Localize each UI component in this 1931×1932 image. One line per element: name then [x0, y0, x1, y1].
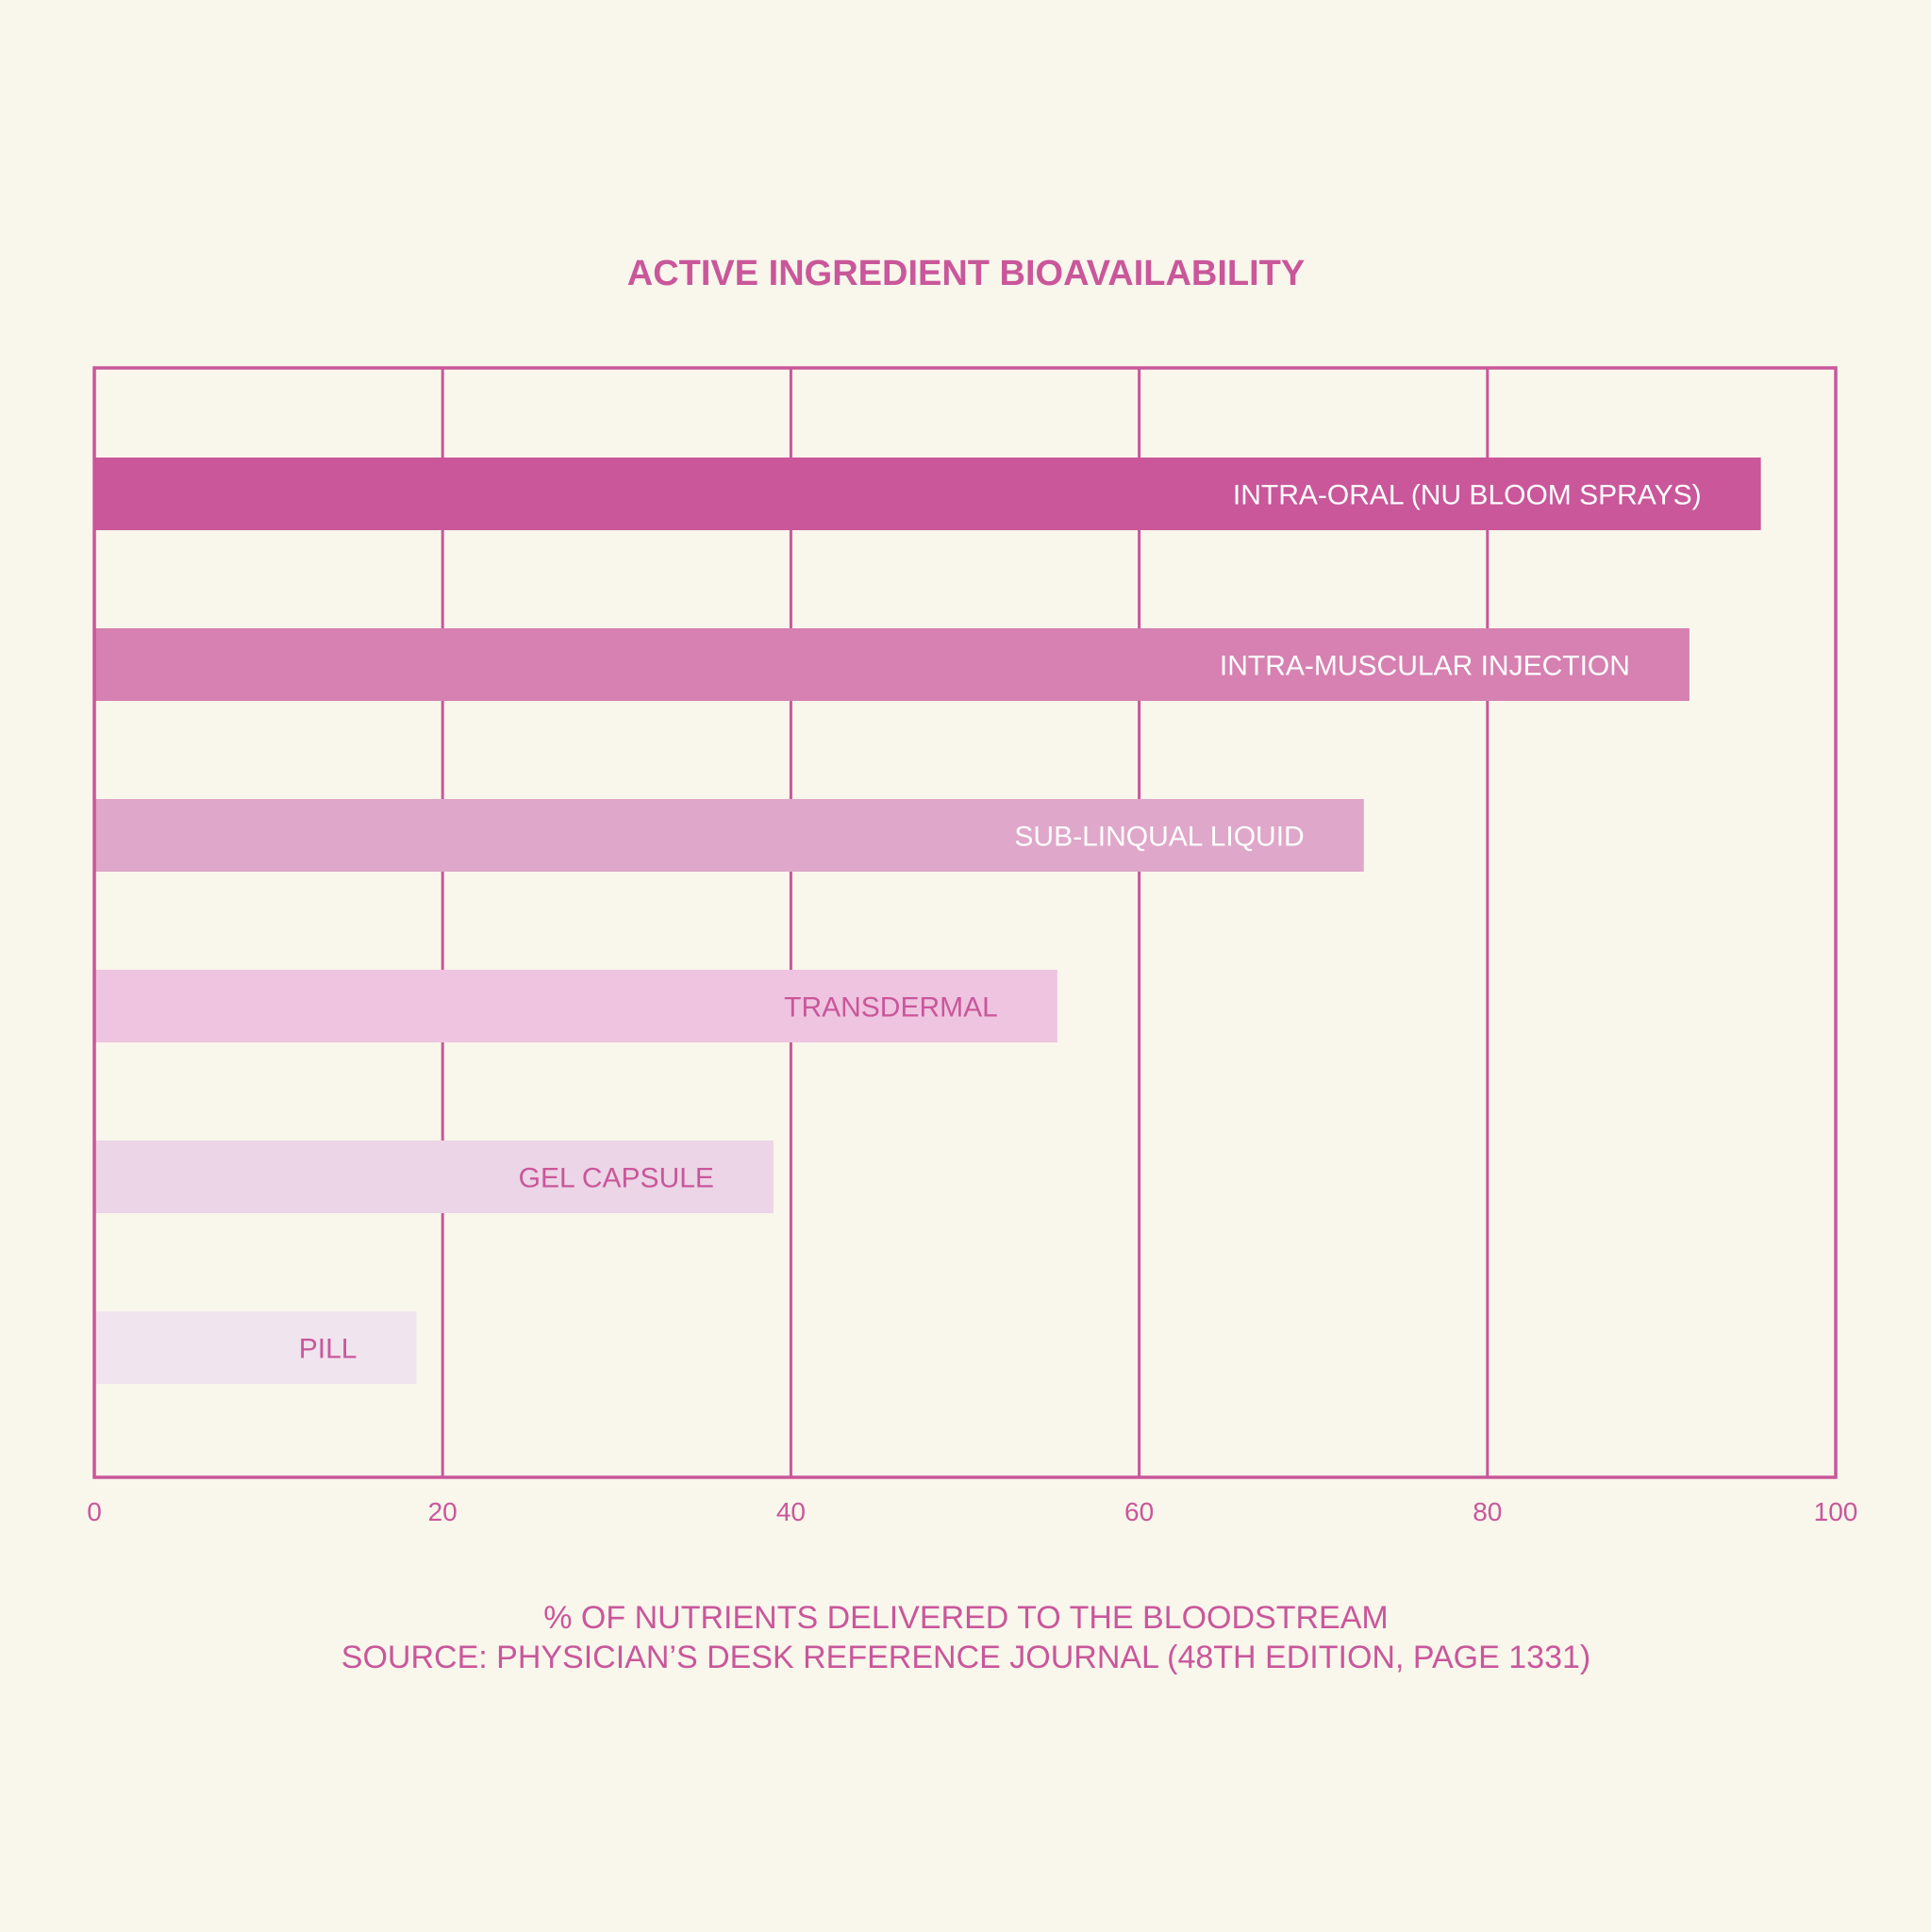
chart-title: ACTIVE INGREDIENT BIOAVAILABILITY [627, 254, 1306, 293]
bar-labels: INTRA-ORAL (NU BLOOM SPRAYS) INTRA-MUSCUL… [299, 480, 1702, 1365]
bar-label-1: INTRA-ORAL (NU BLOOM SPRAYS) [1233, 480, 1702, 511]
x-tick-label-0: 0 [87, 1497, 102, 1526]
bar-label-3: SUB-LINQUAL LIQUID [1014, 822, 1304, 853]
x-tick-label-20: 20 [428, 1497, 458, 1526]
grid-lines [441, 368, 1490, 1477]
x-tick-label-60: 60 [1124, 1497, 1154, 1526]
x-tick-label-40: 40 [776, 1497, 806, 1526]
bar-label-2: INTRA-MUSCULAR INJECTION [1220, 651, 1630, 682]
bars [94, 458, 1761, 1384]
x-tick-labels: 0 20 40 60 80 100 [87, 1497, 1857, 1526]
bar-label-6: PILL [299, 1334, 358, 1365]
bar-label-4: TRANSDERMAL [784, 992, 998, 1024]
source-note: SOURCE: PHYSICIAN’S DESK REFERENCE JOURN… [341, 1640, 1590, 1675]
x-tick-label-100: 100 [1814, 1497, 1858, 1526]
x-axis-label: % OF NUTRIENTS DELIVERED TO THE BLOODSTR… [543, 1600, 1389, 1636]
plot-frame [92, 366, 1838, 1479]
x-tick-label-80: 80 [1473, 1497, 1502, 1526]
bar-1 [94, 458, 1761, 530]
bar-2 [94, 628, 1690, 701]
bar-4 [94, 970, 1057, 1042]
bar-label-5: GEL CAPSULE [519, 1163, 714, 1194]
bar-5 [94, 1141, 774, 1213]
bar-3 [94, 799, 1364, 872]
bar-6 [94, 1311, 417, 1384]
